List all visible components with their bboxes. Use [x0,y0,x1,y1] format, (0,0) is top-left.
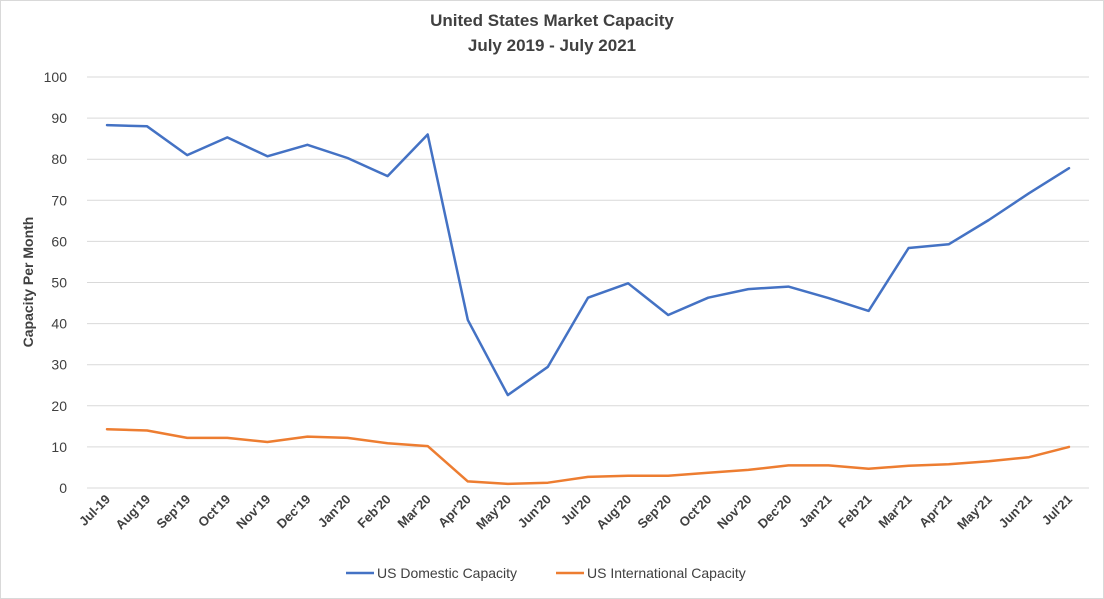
series-lines [105,123,1071,486]
y-tick-label: 60 [51,233,67,249]
series-line-domestic [105,123,1071,397]
y-axis-ticks: 0 10 20 30 40 50 60 70 80 90 100 [44,69,68,496]
y-tick-label: 0 [59,480,67,496]
legend-label: US Domestic Capacity [377,565,517,581]
legend-label: US International Capacity [587,565,746,581]
y-tick-label: 70 [51,192,67,208]
y-tick-label: 10 [51,439,67,455]
series-line-international [105,427,1071,486]
y-tick-label: 40 [51,316,67,332]
gridlines [87,76,1089,489]
y-tick-label: 100 [44,69,68,85]
y-tick-label: 30 [51,357,67,373]
y-tick-label: 80 [51,151,67,167]
y-tick-label: 90 [51,110,67,126]
chart-title: United States Market Capacity [430,11,674,30]
chart-subtitle: July 2019 - July 2021 [468,36,636,55]
y-axis-label: Capacity Per Month [20,217,36,348]
y-tick-label: 50 [51,275,67,291]
y-tick-label: 20 [51,398,67,414]
legend: US Domestic Capacity US International Cap… [346,565,746,581]
